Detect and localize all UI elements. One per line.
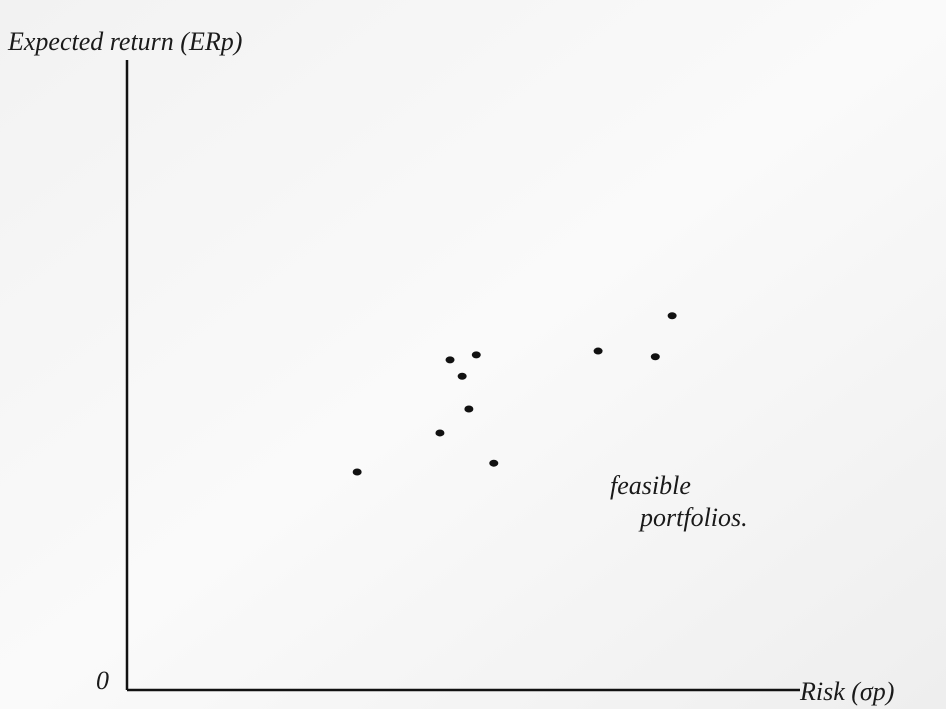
point bbox=[445, 356, 455, 364]
point bbox=[593, 347, 603, 355]
origin-label: 0 bbox=[96, 666, 109, 695]
point bbox=[650, 353, 660, 361]
point bbox=[352, 468, 362, 476]
point bbox=[464, 405, 474, 413]
point bbox=[435, 429, 445, 437]
point bbox=[667, 312, 677, 320]
annotation: feasible bbox=[610, 471, 691, 500]
y-axis-label: Expected return (ERp) bbox=[7, 27, 242, 56]
annotation: portfolios. bbox=[638, 503, 748, 532]
point bbox=[457, 372, 467, 380]
point bbox=[489, 459, 499, 467]
x-axis-label: Risk (σp) bbox=[799, 677, 894, 706]
point bbox=[471, 351, 481, 359]
